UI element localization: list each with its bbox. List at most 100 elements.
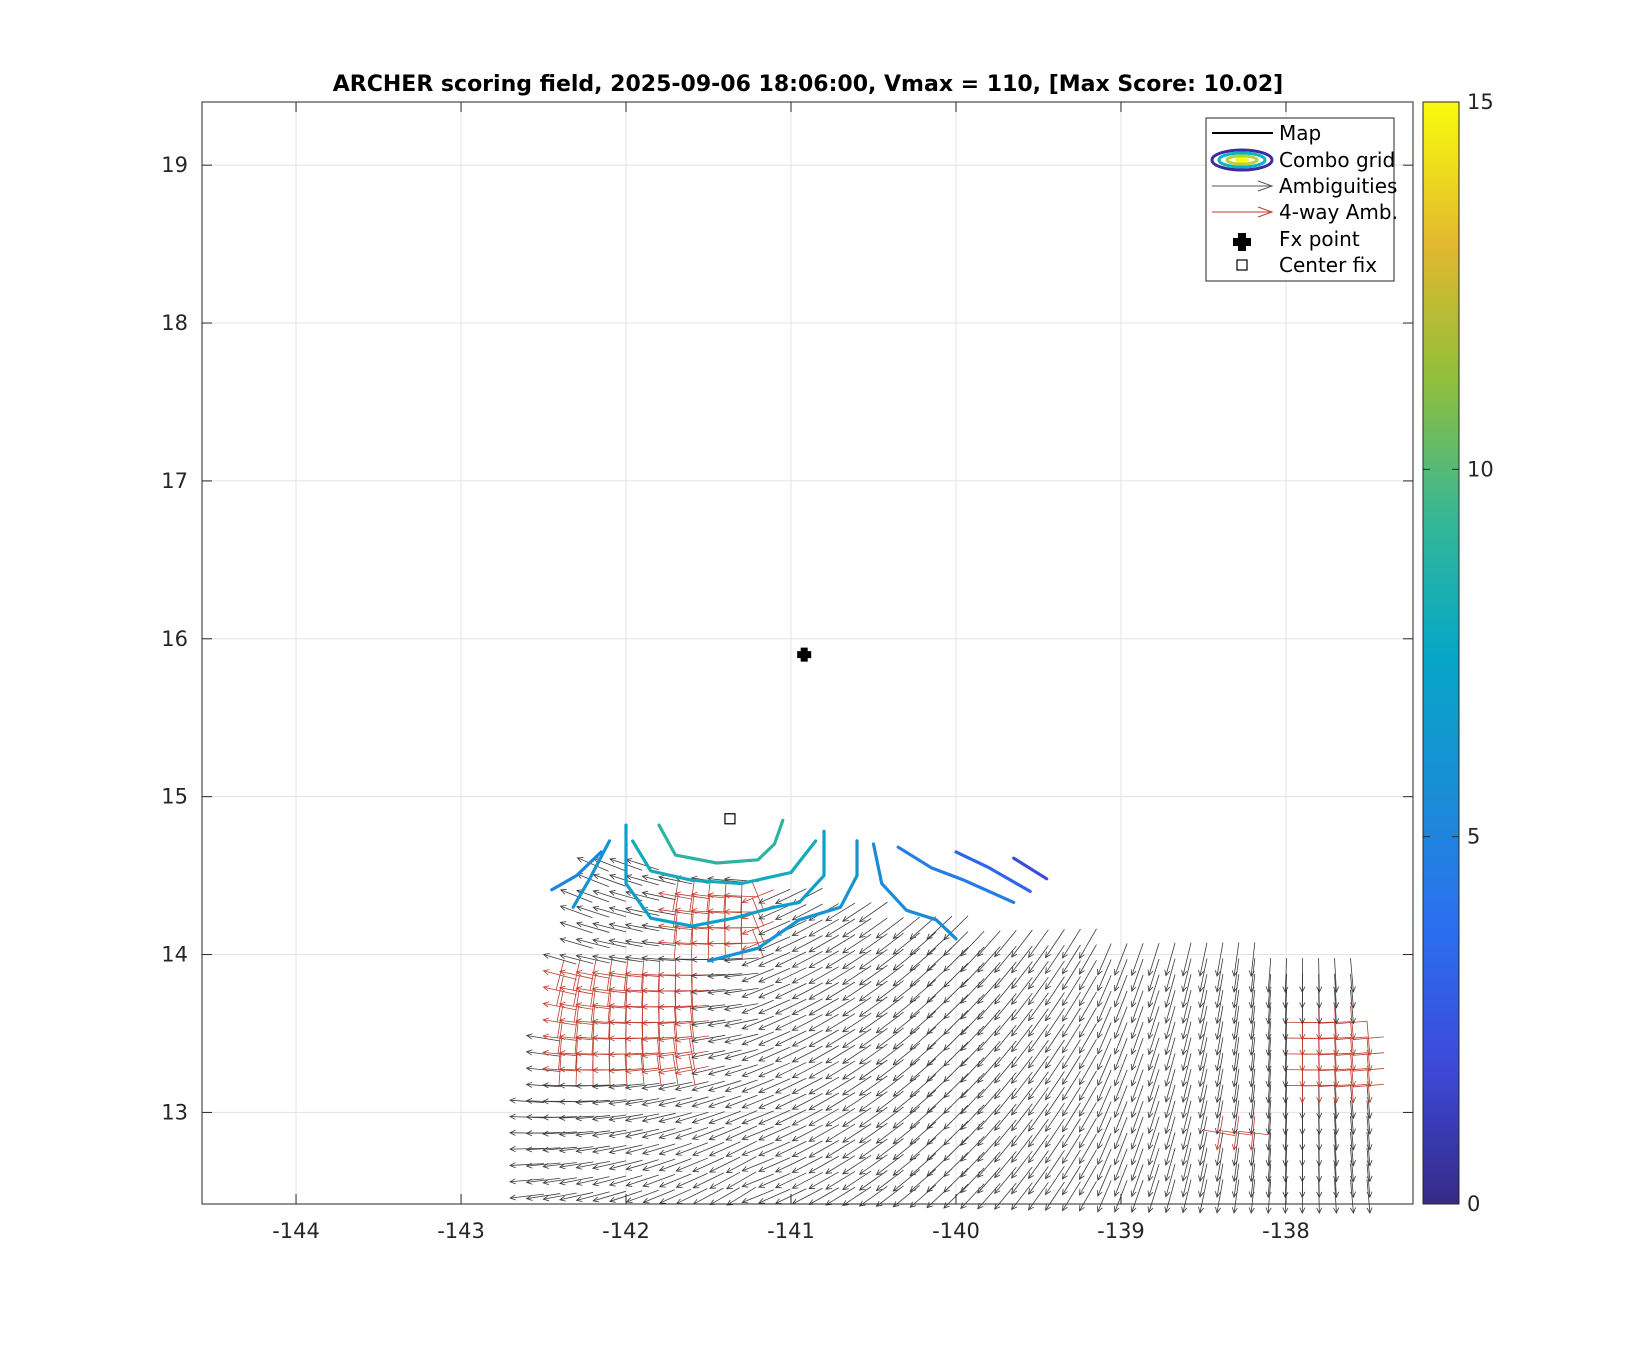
vector-head [1299, 1018, 1306, 1025]
vector-shaft [1062, 1070, 1081, 1101]
four-way-ambiguity-vector [674, 1007, 709, 1038]
vector-shaft [1366, 1147, 1371, 1182]
vector-shaft [1011, 992, 1033, 1021]
vector-head [1164, 985, 1171, 993]
vector-head [690, 908, 698, 914]
y-tick-label: 15 [161, 785, 188, 809]
vector-shaft [1250, 973, 1256, 1008]
vector-shaft [1148, 1100, 1160, 1134]
vector-shaft [775, 1046, 807, 1062]
vector-shaft [1079, 1070, 1097, 1101]
vector-head [707, 973, 714, 979]
vector-head [1097, 1158, 1103, 1166]
vector-shaft [724, 957, 759, 962]
vector-shaft [543, 1192, 577, 1200]
ambiguity-vector [690, 1004, 726, 1011]
vector-head [1028, 1140, 1035, 1148]
vector-head [1214, 1175, 1221, 1183]
ambiguity-vector [909, 995, 937, 1019]
vector-head [658, 1101, 665, 1107]
vector-head [1113, 1063, 1120, 1071]
vector-head [994, 1045, 1001, 1053]
vector-head [559, 1195, 566, 1202]
ambiguity-vector [741, 1047, 774, 1062]
ambiguity-vector [977, 930, 1001, 957]
vector-shaft [592, 1175, 627, 1185]
vector-shaft [1114, 1053, 1128, 1086]
vector-shaft [1233, 973, 1240, 1008]
vector-head [591, 1099, 599, 1106]
ambiguity-vector [858, 1059, 888, 1081]
vector-shaft [1216, 1131, 1224, 1166]
vector-shaft [726, 1156, 757, 1173]
vector-shaft [842, 1107, 872, 1127]
vector-head [1214, 1128, 1221, 1135]
vector-shaft [1216, 1179, 1224, 1213]
ambiguity-vector [791, 1093, 823, 1110]
ambiguity-vector [1130, 1148, 1144, 1182]
vector-head [909, 980, 917, 987]
ambiguity-vector [808, 1013, 839, 1032]
vector-head [977, 1155, 984, 1163]
vector-shaft [977, 1104, 1001, 1131]
axis-ticks: -144 -143 -142 -141 -140 -139 -138131415161718… [161, 102, 1413, 1243]
vector-shaft [1097, 975, 1112, 1007]
vector-shaft [1165, 1021, 1176, 1055]
vector-cross-shaft [690, 912, 694, 944]
vector-head [691, 1134, 699, 1140]
vector-shaft [1350, 973, 1354, 1008]
vector-head [909, 1170, 917, 1177]
four-way-ambiguity-vector [1353, 1037, 1384, 1072]
vector-shaft [758, 936, 791, 951]
vector-head [741, 929, 749, 935]
ambiguity-vector [525, 1130, 561, 1137]
vector-shaft [758, 1046, 791, 1062]
vector-shaft [960, 1057, 985, 1083]
ambiguity-vector [1198, 1163, 1208, 1198]
ambiguity-vector [1231, 958, 1240, 993]
vector-cross-shaft [657, 1038, 662, 1070]
vector-shaft [809, 1029, 839, 1047]
vector-head [657, 988, 665, 994]
vector-shaft [1233, 1052, 1240, 1087]
x-tick-label: -141 [767, 1219, 815, 1243]
ambiguity-vector [1366, 1179, 1373, 1214]
ambiguity-vector [825, 950, 856, 969]
vector-cross-shaft [573, 975, 580, 1007]
ambiguity-vector [825, 934, 856, 953]
vector-shaft [825, 1060, 856, 1080]
ambiguity-vector [858, 1075, 888, 1096]
ambiguity-vector [592, 1160, 627, 1171]
vector-head [892, 1043, 900, 1050]
ambiguity-vector [1231, 1100, 1240, 1135]
vector-head [774, 1024, 782, 1031]
vector-head [1265, 1081, 1272, 1088]
vector-shaft [809, 1108, 839, 1126]
ambiguity-vector [977, 1135, 1001, 1163]
vector-shaft [809, 934, 839, 953]
vector-head [909, 964, 917, 972]
ambiguity-vector [960, 1167, 985, 1194]
vector-head [1198, 1191, 1204, 1198]
ambiguity-vector [1198, 1147, 1208, 1183]
ambiguity-vector [724, 1079, 758, 1093]
vector-head [657, 907, 665, 914]
vector-head [1130, 1111, 1137, 1119]
vector-head [842, 1136, 849, 1143]
vector-shaft [1028, 961, 1049, 990]
vector-shaft [1199, 1147, 1208, 1182]
vector-head [641, 1019, 648, 1026]
vector-head [1248, 1033, 1255, 1041]
vector-head [690, 1053, 698, 1060]
vector-cross-shaft [673, 912, 678, 944]
vector-shaft [1182, 1100, 1192, 1134]
ambiguity-vector [1198, 1037, 1208, 1072]
vector-shaft [792, 1172, 823, 1189]
ambiguity-vector [960, 1025, 985, 1052]
ambiguity-vector [624, 1113, 660, 1123]
vector-head [641, 1116, 649, 1123]
ambiguity-vector [808, 997, 839, 1016]
ambiguity-vector [774, 1141, 807, 1157]
vector-shaft [825, 1186, 856, 1206]
